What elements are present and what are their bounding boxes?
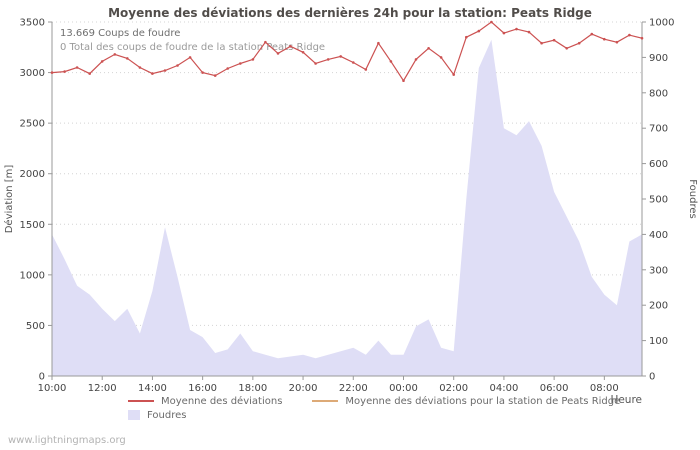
legend-label-station-deviation: Moyenne des déviations pour la station d…	[345, 395, 621, 407]
svg-text:1000: 1000	[20, 270, 45, 281]
strike-count-annotation: 13.669 Coups de foudre	[60, 28, 181, 39]
svg-text:2000: 2000	[20, 169, 45, 180]
svg-text:12:00: 12:00	[88, 383, 117, 394]
svg-text:800: 800	[649, 88, 668, 99]
chart-legend: Moyenne des déviations Moyenne des dévia…	[128, 394, 650, 422]
svg-text:100: 100	[649, 336, 668, 347]
svg-text:08:00: 08:00	[590, 383, 619, 394]
legend-item-station-deviation: Moyenne des déviations pour la station d…	[312, 396, 620, 407]
svg-text:Heure: Heure	[610, 394, 642, 406]
svg-text:00:00: 00:00	[389, 383, 418, 394]
watermark: www.lightningmaps.org	[8, 435, 126, 446]
legend-item-deviation: Moyenne des déviations	[128, 396, 282, 407]
legend-row-lines: Moyenne des déviations Moyenne des dévia…	[128, 394, 650, 408]
station-line-swatch	[312, 400, 339, 402]
svg-text:400: 400	[649, 230, 668, 241]
svg-text:900: 900	[649, 53, 668, 64]
svg-text:Foudres: Foudres	[687, 179, 698, 218]
station-strike-count-annotation: 0 Total des coups de foudre de la statio…	[60, 42, 326, 53]
svg-text:1000: 1000	[649, 18, 674, 29]
svg-text:20:00: 20:00	[289, 383, 318, 394]
svg-text:0: 0	[39, 372, 45, 383]
svg-text:300: 300	[649, 265, 668, 276]
svg-text:04:00: 04:00	[490, 383, 519, 394]
svg-text:14:00: 14:00	[138, 383, 167, 394]
legend-label-foudres: Foudres	[147, 409, 187, 421]
svg-text:22:00: 22:00	[339, 383, 368, 394]
svg-text:18:00: 18:00	[238, 383, 267, 394]
strikes-area-swatch	[128, 410, 140, 420]
svg-text:3500: 3500	[20, 18, 45, 29]
chart-title: Moyenne des déviations des dernières 24h…	[108, 6, 592, 20]
svg-text:10:00: 10:00	[38, 383, 67, 394]
svg-text:Déviation [m]: Déviation [m]	[3, 165, 15, 234]
svg-text:06:00: 06:00	[540, 383, 569, 394]
svg-text:600: 600	[649, 159, 668, 170]
legend-item-foudres: Foudres	[128, 410, 186, 421]
svg-text:0: 0	[649, 372, 655, 383]
svg-text:3000: 3000	[20, 68, 45, 79]
svg-text:700: 700	[649, 124, 668, 135]
legend-label-deviation: Moyenne des déviations	[161, 395, 283, 407]
deviation-line-swatch	[128, 400, 154, 402]
legend-row-area: Foudres	[128, 408, 650, 422]
svg-text:02:00: 02:00	[439, 383, 468, 394]
svg-text:16:00: 16:00	[188, 383, 217, 394]
svg-text:1500: 1500	[20, 220, 45, 231]
svg-text:500: 500	[649, 195, 668, 206]
svg-text:200: 200	[649, 301, 668, 312]
svg-text:500: 500	[26, 321, 45, 332]
svg-text:2500: 2500	[20, 119, 45, 130]
